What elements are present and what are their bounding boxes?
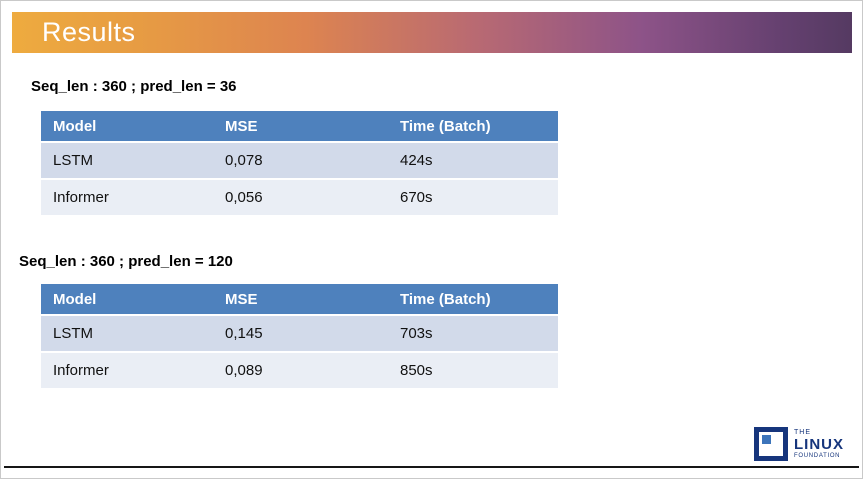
cell-model: LSTM — [41, 143, 213, 180]
page-title: Results — [42, 17, 136, 47]
section-label-pred-36: Seq_len : 360 ; pred_len = 36 — [31, 78, 237, 95]
cell-model: Informer — [41, 353, 213, 390]
results-table-pred-120: Model MSE Time (Batch) LSTM 0,145 703s I… — [41, 284, 558, 390]
cell-time: 850s — [388, 353, 558, 390]
column-header-time-batch: Time (Batch) — [388, 284, 558, 316]
cell-time: 670s — [388, 180, 558, 217]
cell-mse: 0,145 — [213, 316, 388, 353]
linux-foundation-logo: THE LINUX FOUNDATION — [754, 427, 844, 461]
linux-foundation-logo-inner-square — [762, 435, 771, 444]
column-header-model: Model — [41, 284, 213, 316]
cell-mse: 0,089 — [213, 353, 388, 390]
table-header-row: Model MSE Time (Batch) — [41, 284, 558, 316]
cell-model: LSTM — [41, 316, 213, 353]
logo-text-foundation: FOUNDATION — [794, 453, 841, 459]
cell-mse: 0,078 — [213, 143, 388, 180]
cell-model: Informer — [41, 180, 213, 217]
table-header-row: Model MSE Time (Batch) — [41, 111, 558, 143]
section-label-pred-120: Seq_len : 360 ; pred_len = 120 — [19, 253, 233, 270]
slide-title-bar: Results — [12, 12, 852, 53]
column-header-mse: MSE — [213, 284, 388, 316]
column-header-time-batch: Time (Batch) — [388, 111, 558, 143]
linux-foundation-logo-text: THE LINUX FOUNDATION — [794, 429, 844, 459]
table-row-lstm: LSTM 0,078 424s — [41, 143, 558, 180]
cell-time: 424s — [388, 143, 558, 180]
cell-time: 703s — [388, 316, 558, 353]
slide-bottom-rule — [4, 466, 859, 468]
cell-mse: 0,056 — [213, 180, 388, 217]
table-row-lstm: LSTM 0,145 703s — [41, 316, 558, 353]
column-header-model: Model — [41, 111, 213, 143]
linux-foundation-logo-icon — [754, 427, 788, 461]
table-row-informer: Informer 0,056 670s — [41, 180, 558, 217]
table-row-informer: Informer 0,089 850s — [41, 353, 558, 390]
logo-text-linux: LINUX — [794, 436, 844, 453]
column-header-mse: MSE — [213, 111, 388, 143]
logo-text-the: THE — [794, 429, 811, 436]
results-table-pred-36: Model MSE Time (Batch) LSTM 0,078 424s I… — [41, 111, 558, 217]
